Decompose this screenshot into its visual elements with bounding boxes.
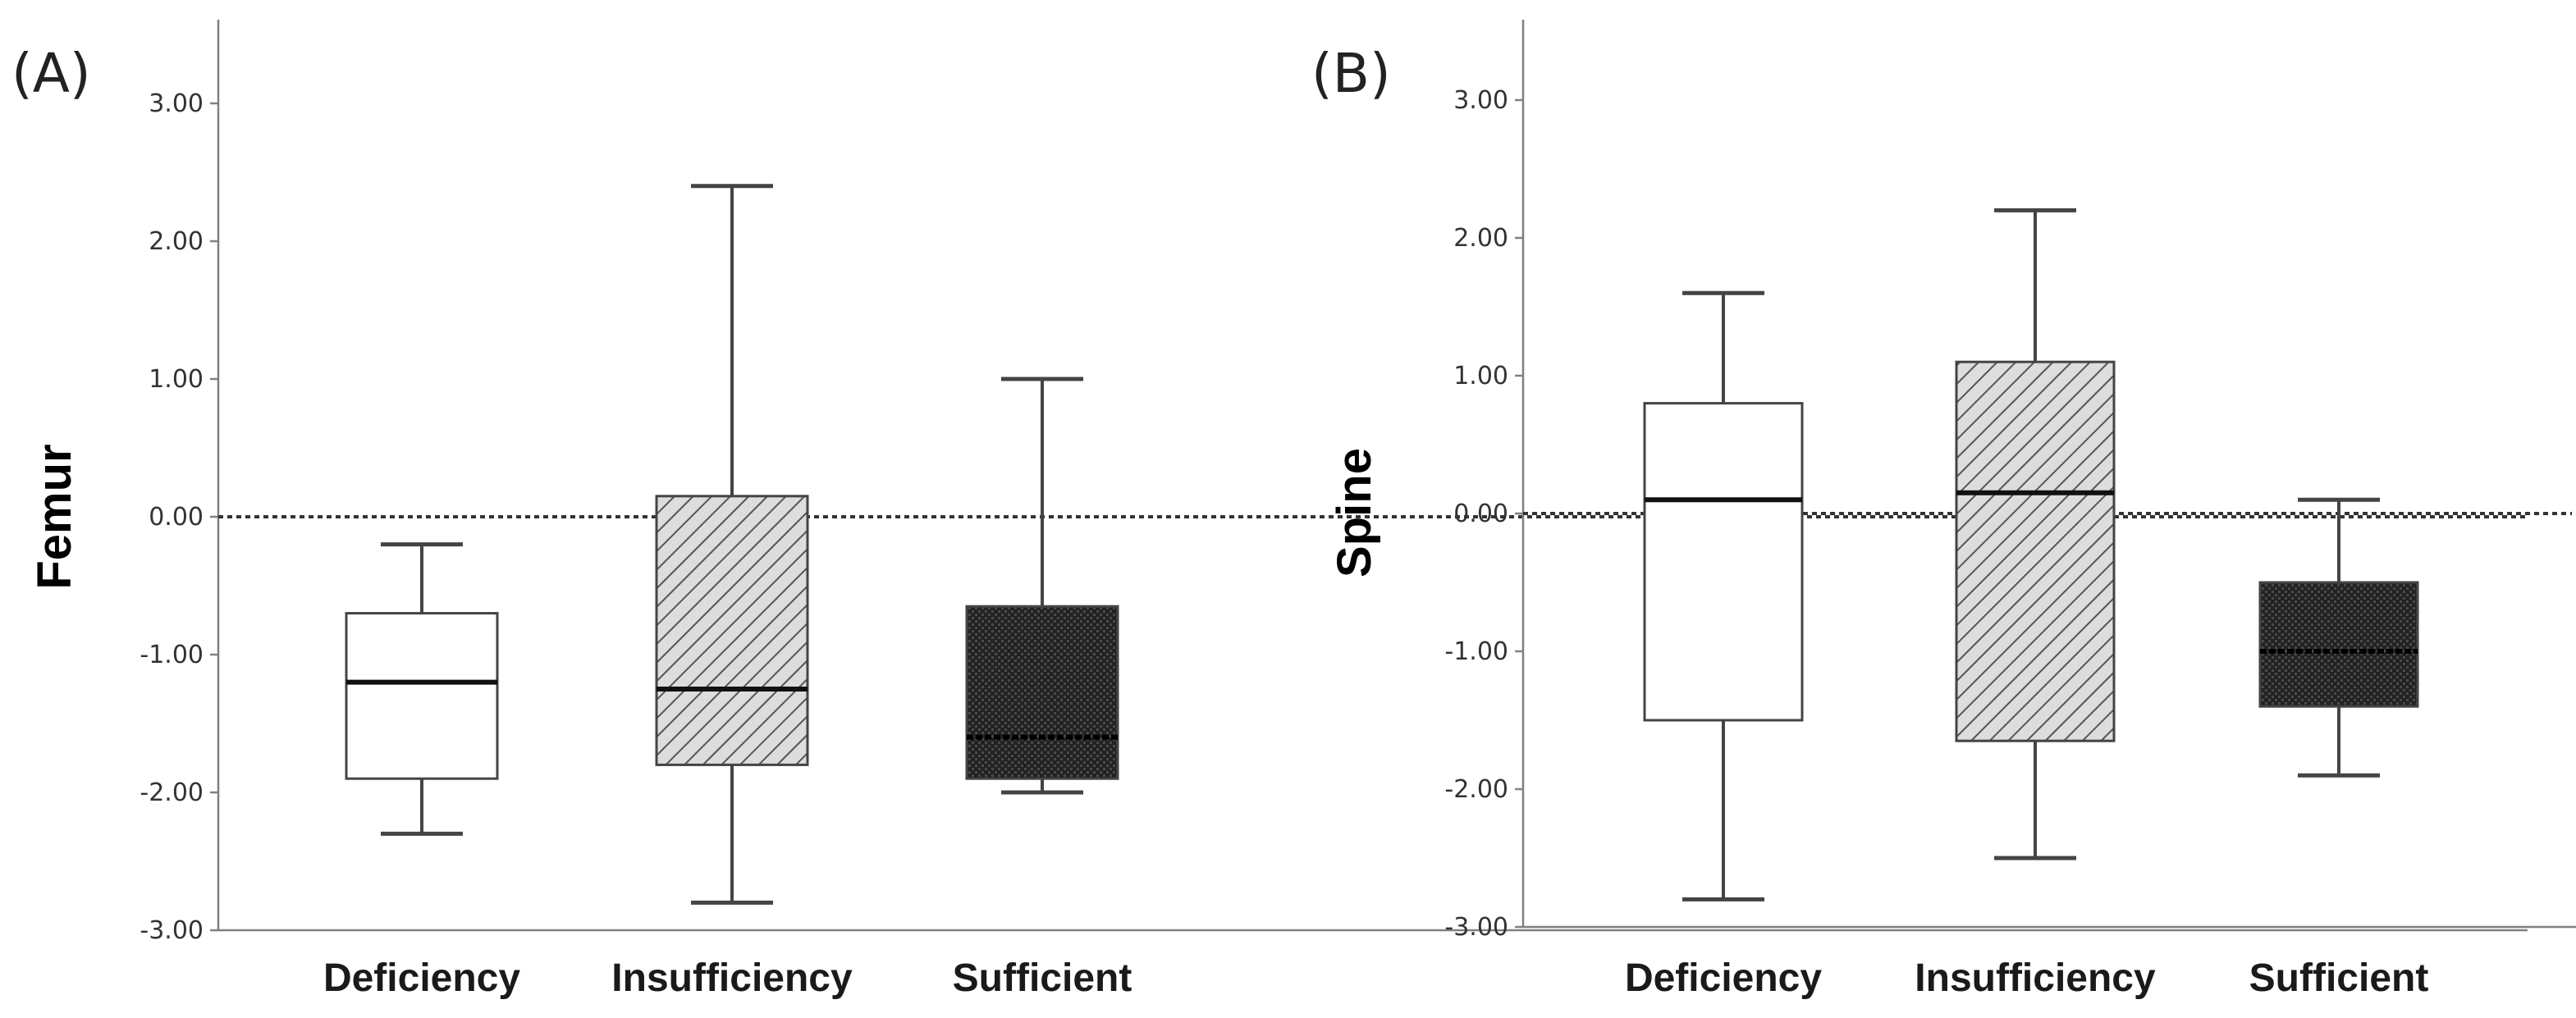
box-insufficiency — [655, 184, 809, 905]
y-tick-label: -2.00 — [1444, 775, 1508, 804]
x-category-label: Insufficiency — [1915, 956, 2156, 1000]
y-tick-label: -3.00 — [1444, 913, 1508, 942]
x-category-label: Sufficient — [953, 956, 1132, 1000]
y-tick-label: 3.00 — [1453, 86, 1508, 115]
x-axis: Deficiency Insufficiency Sufficient — [1523, 925, 2576, 1000]
y-tick-label: -3.00 — [140, 916, 204, 945]
box-sufficient — [965, 377, 1119, 795]
y-tick-label: 2.00 — [149, 227, 204, 256]
y-tick-label: 0.00 — [1453, 500, 1508, 528]
plot-area — [1523, 208, 2572, 902]
y-tick-label: 1.00 — [1453, 362, 1508, 390]
box-insufficiency — [1955, 208, 2116, 861]
x-category-label: Deficiency — [323, 956, 520, 1000]
x-category-label: Insufficiency — [611, 956, 853, 1000]
box-deficiency — [1643, 290, 1804, 902]
panel-a: (A) Femur 3.00 2.00 1.00 0.00 -1.00 -2.00 -3.0… — [11, 20, 2528, 1000]
y-axis-title: Spine — [1328, 448, 1381, 577]
box-deficiency — [345, 542, 499, 836]
iqr-box — [1643, 402, 1804, 722]
y-tick-label: -1.00 — [1444, 637, 1508, 666]
plot-area — [218, 184, 2528, 905]
y-tick-label: 0.00 — [149, 503, 204, 532]
y-tick-label: 2.00 — [1453, 224, 1508, 253]
iqr-box — [2258, 581, 2419, 708]
iqr-box — [655, 495, 809, 766]
y-axis: 3.00 2.00 1.00 0.00 -1.00 -2.00 -3.00 — [140, 20, 220, 945]
y-tick-label: -2.00 — [140, 778, 204, 807]
iqr-box — [345, 612, 499, 780]
panel-a-label: (A) — [11, 42, 91, 105]
panel-b: (B) Spine 3.00 2.00 1.00 0.00 -1.00 -2.00 -3.0… — [1311, 20, 2576, 1000]
iqr-box — [965, 605, 1119, 780]
iqr-box — [1955, 360, 2116, 742]
x-axis: Deficiency Insufficiency Sufficient — [218, 929, 2528, 1000]
box-sufficient — [2258, 497, 2419, 778]
y-axis: 3.00 2.00 1.00 0.00 -1.00 -2.00 -3.00 — [1444, 20, 1525, 942]
y-tick-label: 1.00 — [149, 365, 204, 394]
x-category-label: Sufficient — [2249, 956, 2429, 1000]
y-tick-label: -1.00 — [140, 641, 204, 669]
panel-b-label: (B) — [1311, 42, 1391, 105]
y-axis-title: Femur — [28, 444, 81, 589]
y-tick-label: 3.00 — [149, 89, 204, 118]
x-category-label: Deficiency — [1625, 956, 1822, 1000]
